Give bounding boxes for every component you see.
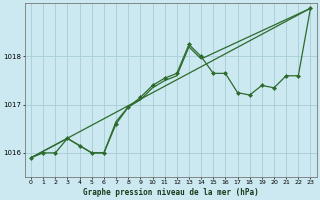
X-axis label: Graphe pression niveau de la mer (hPa): Graphe pression niveau de la mer (hPa)	[83, 188, 259, 197]
